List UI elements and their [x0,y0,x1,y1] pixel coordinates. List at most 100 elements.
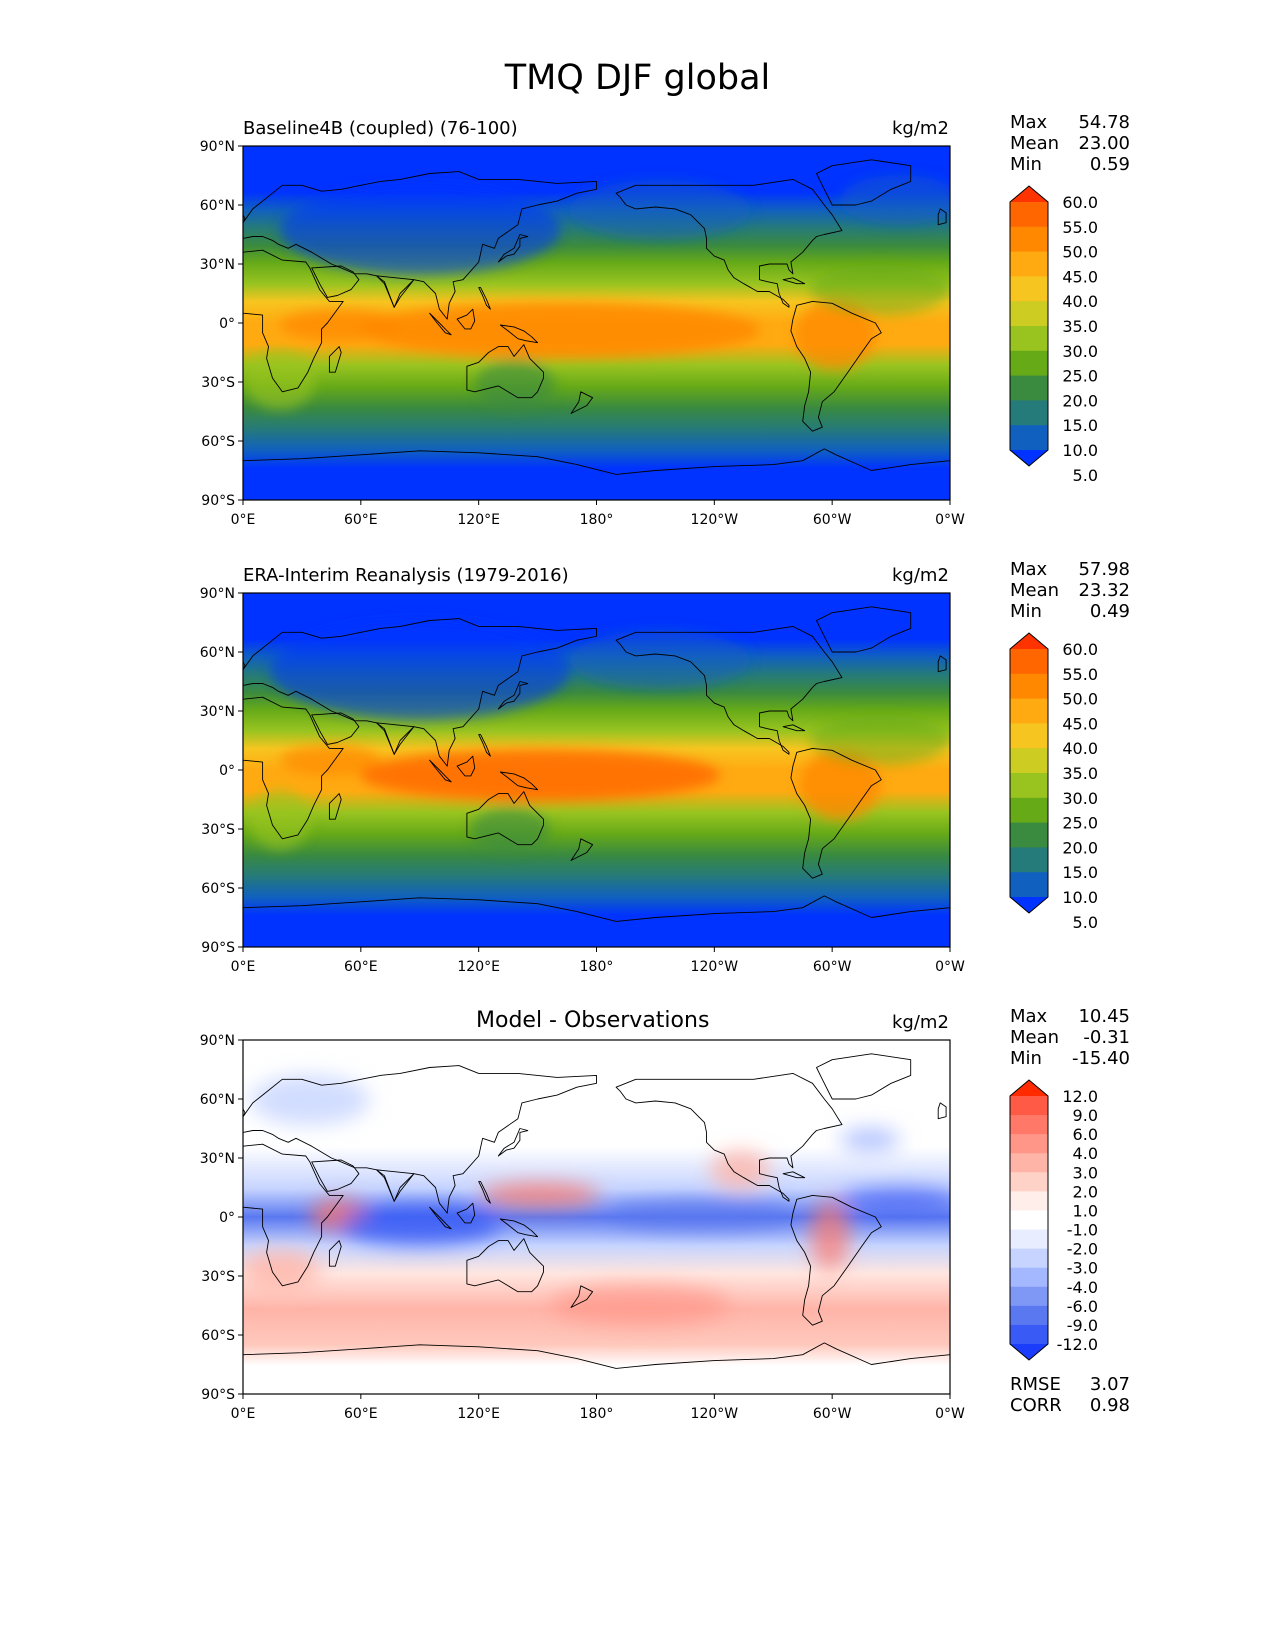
panel-2-title: ERA-Interim Reanalysis (1979-2016) [243,565,569,586]
colorbars: 60.0 55.0 50.0 45.0 40.0 35.0 30.0 25.0 20.0 15.0… [1009,185,1098,1361]
lon-tick-label: 120°W [691,959,739,975]
stat-mean-value: -0.31 [1083,1027,1130,1048]
colorbar-swatch [1010,748,1048,774]
lon-tick-label: 180° [580,512,614,528]
panel-3-axis-ticks: 90°N 60°N 30°N 0° 30°S 60°S 90°S 0°E 60°E 120°E 18… [200,1033,965,1422]
coastline-path [497,681,529,710]
stat-min-label: Min [1010,601,1042,622]
coastline-path [466,1238,544,1293]
colorbar-swatch [1010,251,1048,277]
colorbar-swatch [1010,301,1048,327]
coastline-path [376,722,415,755]
colorbar-tick-label: 35.0 [1062,764,1098,783]
coastline-path [816,606,912,653]
colorbar-tick-label: -6.0 [1067,1297,1098,1316]
coastline-path [937,208,947,226]
lat-tick-label: 30°N [200,704,235,720]
coastline-path [243,1108,246,1118]
coastline-path [243,214,246,224]
panel-3-coastlines [243,1053,950,1394]
colorbar-tick-label: 20.0 [1062,391,1098,410]
coastline-path [790,747,882,879]
coastline-path [456,308,476,330]
coastline-path [497,1128,529,1157]
coastline-path [782,724,806,732]
coastline-path [243,249,344,393]
lon-tick-label: 0°E [231,1406,256,1422]
colorbar-tick-label: 25.0 [1062,367,1098,386]
colorbar-tick-label: 60.0 [1062,640,1098,659]
colorbar-swatch [1010,1305,1048,1326]
colorbar-tick-label: 10.0 [1062,888,1098,907]
stat-max-label: Max [1010,112,1048,133]
coastline-path [570,391,594,414]
colorbar-tick-label: 9.0 [1073,1106,1098,1125]
lat-tick-label: 60°N [200,198,235,214]
colorbar-extend-max [1010,633,1048,649]
colorbar-tick-label: 6.0 [1073,1125,1098,1144]
colorbar-extend-min [1010,1344,1048,1360]
lat-tick-label: 60°N [200,1092,235,1108]
colorbar-swatch [1010,350,1048,377]
colorbar-tick-label: 25.0 [1062,814,1098,833]
stat-mean-label: Mean [1010,133,1060,154]
coastline-path [311,265,360,298]
panel-2-field [243,593,950,947]
colorbar-tick-label: -1.0 [1067,1221,1098,1240]
coastline-path [570,1285,594,1308]
coastline-path [782,277,806,285]
colorbar-swatch [1010,375,1048,401]
coastline-path [429,312,452,336]
panel-1-field [243,146,950,500]
stat-mean-value: 23.32 [1078,580,1130,601]
colorbar-swatch [1010,822,1048,848]
colorbar-extend-max [1010,186,1048,202]
axes: 90°N 60°N 30°N 0° 30°S 60°S 90°S 0°E 60°E 120°E 18… [200,139,965,1422]
stat-min-value: 0.49 [1089,601,1130,622]
lat-tick-label: 30°S [201,1269,235,1285]
colorbar-tick-label: 15.0 [1062,863,1098,882]
coastline-path [466,344,544,399]
lat-tick-label: 90°S [201,940,235,956]
lon-tick-label: 120°E [457,512,500,528]
colorbar-swatch [1010,797,1048,824]
colorbar-outline [1009,632,1049,914]
colorbar-swatch [1010,1324,1048,1345]
lon-tick-label: 180° [580,1406,614,1422]
panel-1-map [242,145,951,501]
colorbar-tick-label: 12.0 [1062,1087,1098,1106]
coastline-path [816,159,912,206]
stat-rmse-value: 3.07 [1089,1374,1130,1395]
colorbar-outline [1009,1079,1049,1361]
panel-3-map [242,1039,951,1395]
panel-3-colorbar: 12.09.06.04.03.02.01.0-1.0-2.0-3.0-4.0-6… [1009,1079,1098,1361]
coastline-path [497,234,529,263]
colorbar-tick-label: 50.0 [1062,243,1098,262]
lon-tick-label: 0°W [935,512,965,528]
colorbar-tick-label: 3.0 [1073,1163,1098,1182]
lon-tick-label: 60°W [813,1406,852,1422]
colorbar-tick-label: 50.0 [1062,690,1098,709]
panel-3-title: Model - Observations [476,1008,710,1033]
coastline-path [311,712,360,745]
colorbar-tick-label: 40.0 [1062,292,1098,311]
colorbar-tick-label: 60.0 [1062,193,1098,212]
coastline-path [478,734,491,757]
panel-2-map [242,592,951,948]
colorbar-swatch [1010,673,1048,700]
colorbar-swatch [1010,1096,1048,1116]
panel-2-axis-ticks: 90°N 60°N 30°N 0° 30°S 60°S 90°S 0°E 60°E 120°E 18… [200,586,965,975]
coastline-path [478,287,491,310]
colorbar-swatch [1010,400,1048,426]
panel-3-field [243,1040,950,1394]
lon-tick-label: 0°W [935,959,965,975]
lat-tick-label: 90°N [200,139,235,155]
colorbar-tick-label: 55.0 [1062,665,1098,684]
coastline-path [243,448,950,500]
coastline-path [466,791,544,846]
colorbar-tick-label: -12.0 [1057,1335,1098,1354]
coastline-path [243,1143,344,1287]
colorbar-tick-label: 5.0 [1073,466,1098,485]
colorbar-tick-label: -3.0 [1067,1259,1098,1278]
coastline-path [816,1053,912,1100]
